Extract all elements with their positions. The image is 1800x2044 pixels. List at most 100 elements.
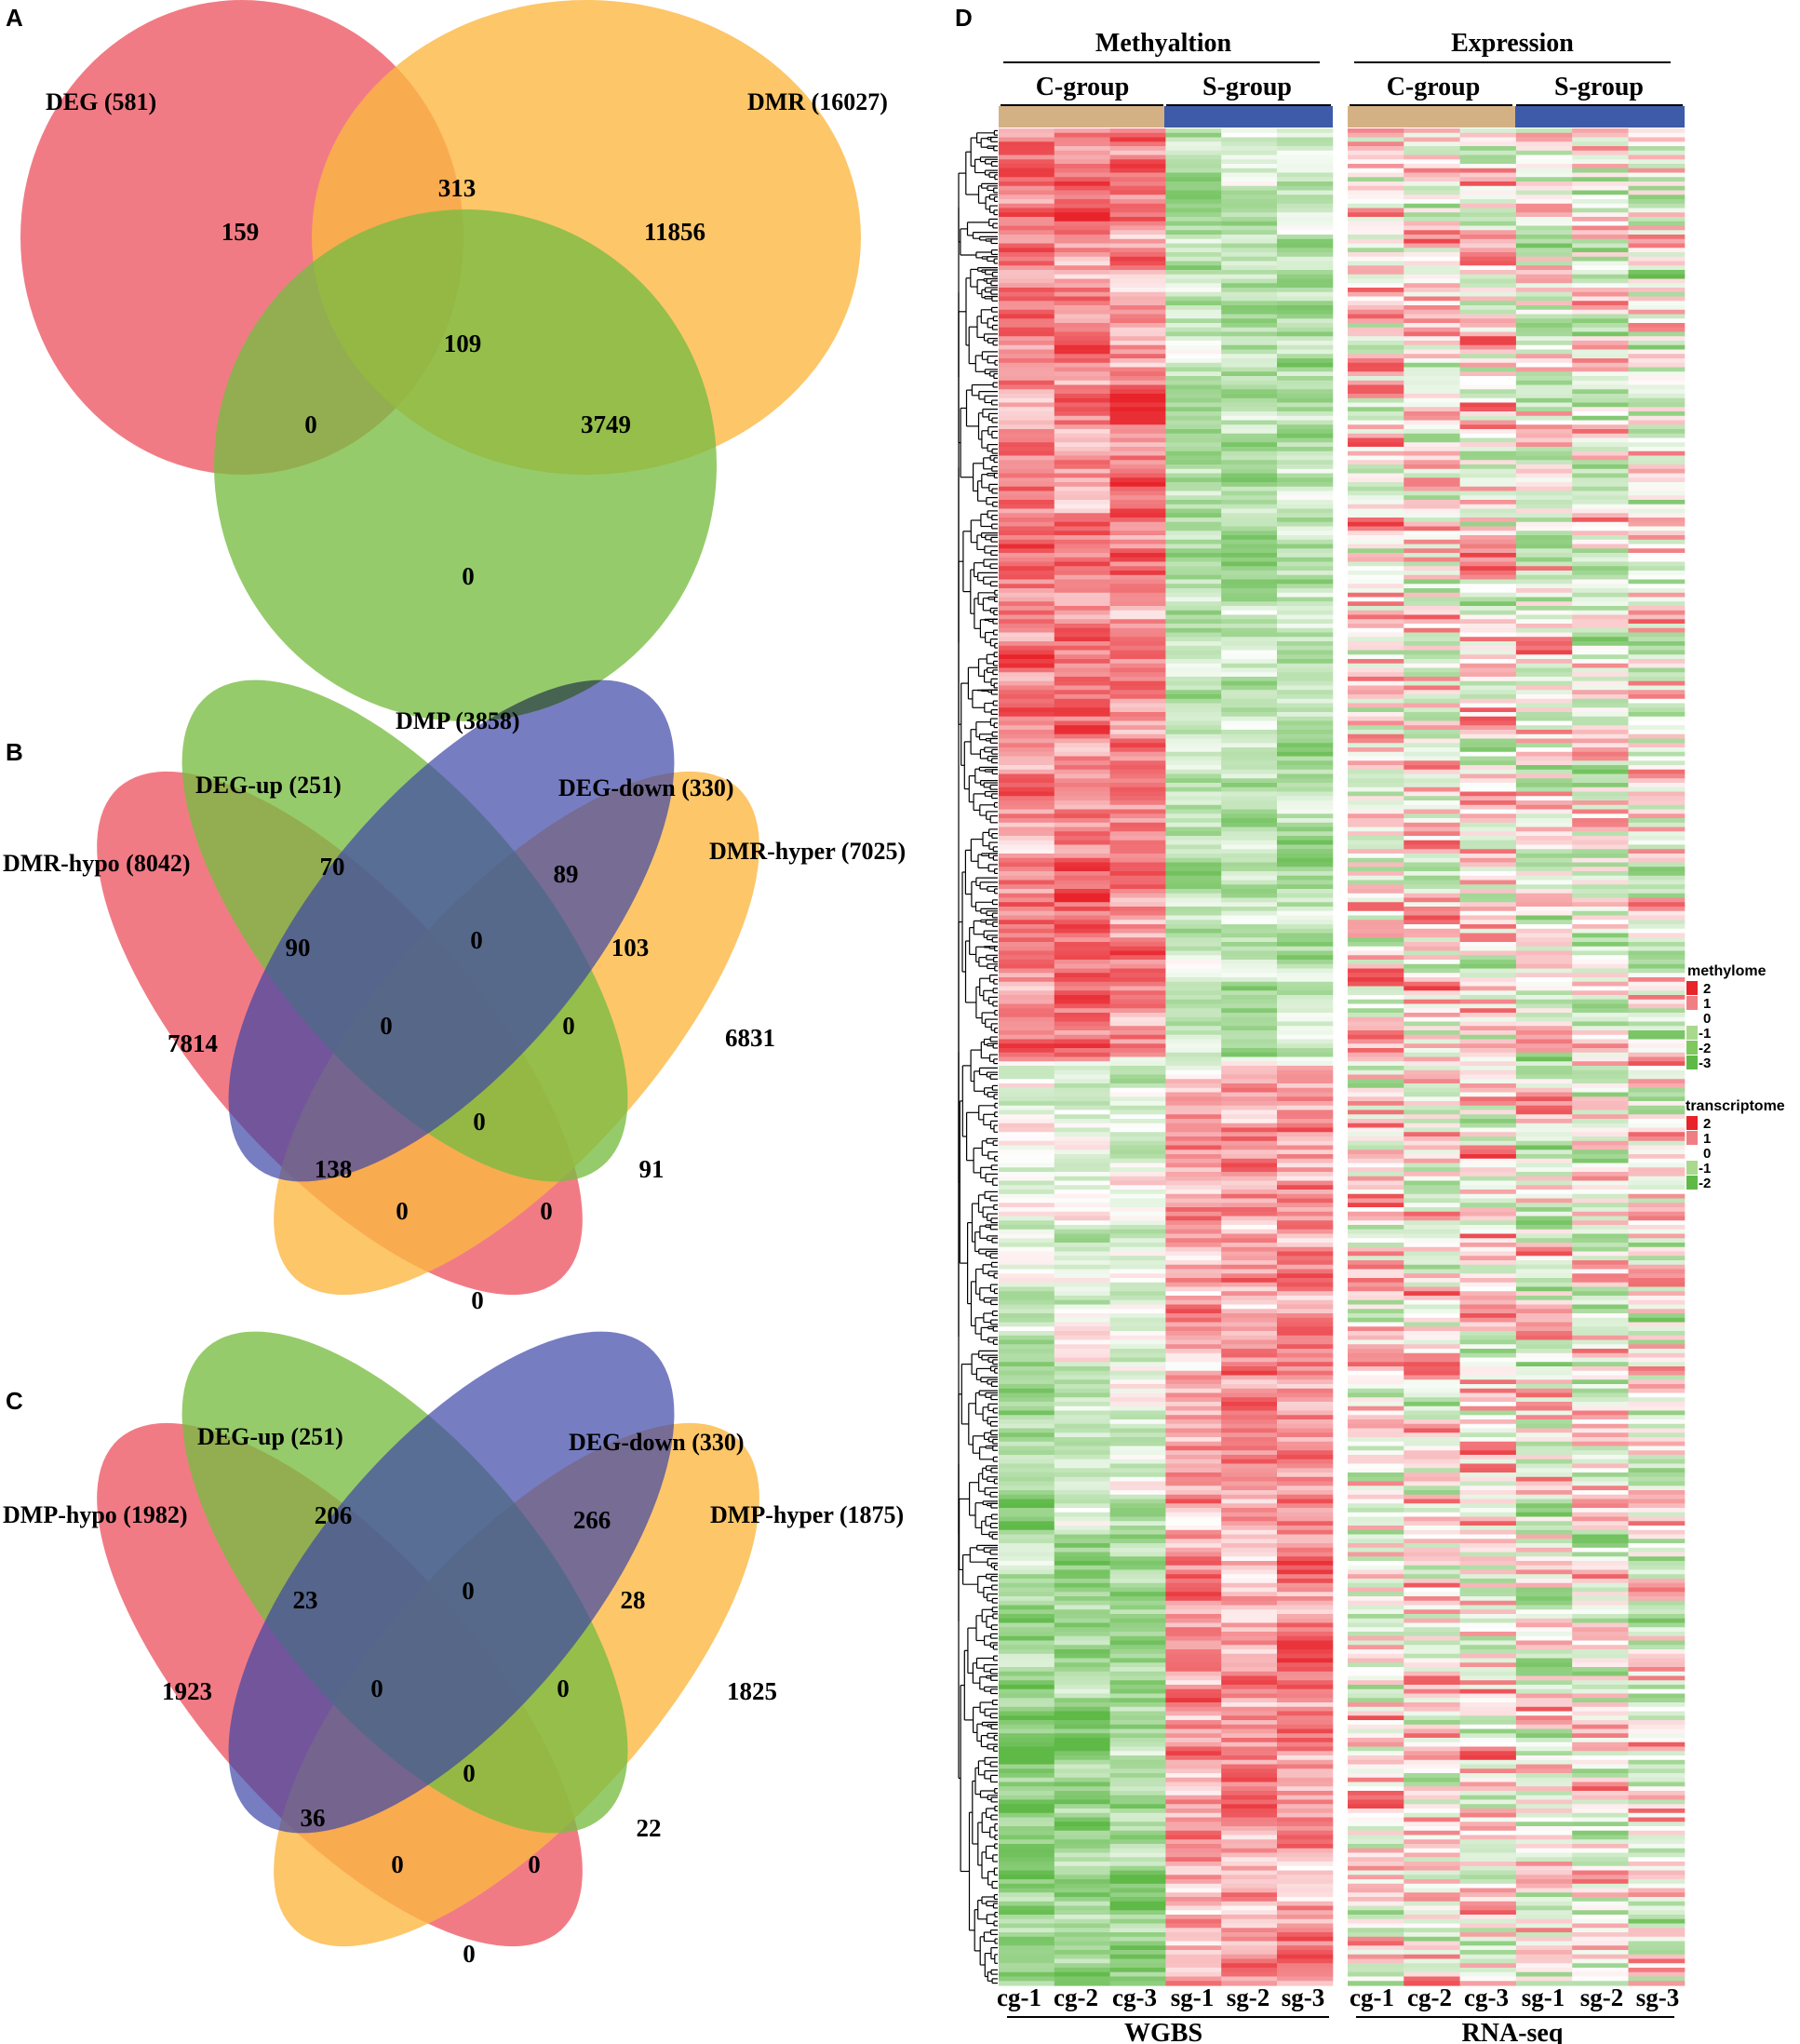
heatmap-cell bbox=[1459, 221, 1517, 227]
heatmap-cell bbox=[1221, 314, 1278, 319]
heatmap-cell bbox=[1348, 1892, 1404, 1898]
heatmap-cell bbox=[999, 1264, 1055, 1271]
heatmap-cell bbox=[1109, 889, 1166, 894]
heatmap-cell bbox=[1277, 1905, 1334, 1911]
heatmap-cell bbox=[1109, 933, 1166, 938]
heatmap-cell bbox=[1221, 477, 1278, 483]
heatmap-cell bbox=[1165, 1649, 1222, 1655]
heatmap-cell bbox=[1054, 146, 1111, 152]
heatmap-cell bbox=[1404, 561, 1461, 567]
heatmap-cell bbox=[1221, 1941, 1278, 1946]
heatmap-cell bbox=[999, 1543, 1055, 1549]
heatmap-cell bbox=[999, 376, 1055, 382]
heatmap-cell bbox=[1054, 1352, 1111, 1359]
heatmap-cell bbox=[1277, 588, 1334, 594]
heatmap-cell bbox=[1221, 1087, 1278, 1094]
heatmap-cell bbox=[1109, 1402, 1166, 1407]
heatmap-cell bbox=[1165, 288, 1222, 293]
heatmap-cell bbox=[1165, 1822, 1222, 1827]
heatmap-cell bbox=[999, 296, 1055, 302]
heatmap-cell bbox=[999, 1127, 1055, 1133]
heatmap-cell bbox=[1221, 1048, 1278, 1054]
heatmap-cell bbox=[1109, 1724, 1166, 1730]
heatmap-cell bbox=[1054, 1172, 1111, 1177]
heatmap-cell bbox=[1054, 1862, 1111, 1867]
heatmap-cell bbox=[1277, 513, 1334, 518]
heatmap-cell bbox=[1277, 252, 1334, 258]
heatmap-cell bbox=[1277, 230, 1334, 235]
heatmap-cell bbox=[999, 323, 1055, 329]
heatmap-cell bbox=[1277, 1384, 1334, 1390]
heatmap-cell bbox=[1277, 362, 1334, 369]
heatmap-cell bbox=[1459, 217, 1517, 222]
heatmap-cell bbox=[1348, 915, 1404, 921]
heatmap-cell bbox=[1221, 1185, 1278, 1190]
heatmap-cell bbox=[1109, 624, 1166, 629]
heatmap-cell bbox=[999, 654, 1055, 660]
heatmap-cell bbox=[1109, 677, 1166, 682]
heatmap-cell bbox=[1277, 1013, 1334, 1018]
heatmap-cell bbox=[1165, 1397, 1222, 1403]
heatmap-cell bbox=[1221, 539, 1278, 545]
heatmap-cell bbox=[1165, 836, 1222, 841]
heatmap-cell bbox=[999, 641, 1055, 647]
heatmap-cell bbox=[1054, 1738, 1111, 1743]
heatmap-cell bbox=[999, 341, 1055, 346]
heatmap-cell bbox=[1459, 473, 1517, 478]
heatmap-cell bbox=[1348, 1419, 1404, 1425]
heatmap-cell bbox=[1054, 698, 1111, 705]
heatmap-cell bbox=[999, 1915, 1055, 1920]
heatmap-cell bbox=[1404, 491, 1461, 496]
heatmap-cell bbox=[1348, 747, 1404, 753]
heatmap-cell bbox=[1348, 164, 1404, 169]
heatmap-cell bbox=[1404, 468, 1461, 475]
heatmap-cell bbox=[999, 150, 1055, 156]
group-label-c: C-group bbox=[1036, 73, 1130, 101]
heatmap-cell bbox=[1404, 597, 1461, 602]
heatmap-cell bbox=[1109, 450, 1166, 457]
heatmap-cell bbox=[1277, 889, 1334, 894]
heatmap-cell bbox=[1221, 526, 1278, 531]
heatmap-cell bbox=[1404, 1835, 1461, 1840]
heatmap-cell bbox=[1459, 733, 1517, 740]
heatmap-cell bbox=[1277, 137, 1334, 142]
heatmap-cell bbox=[1165, 1592, 1222, 1597]
heatmap-cell bbox=[1221, 645, 1278, 652]
group-label-s: S-group bbox=[1554, 73, 1644, 101]
heatmap-cell bbox=[1404, 296, 1461, 302]
heatmap-cell bbox=[1054, 1582, 1111, 1589]
heatmap-cell bbox=[1054, 256, 1111, 262]
heatmap-cell bbox=[999, 380, 1055, 386]
heatmap-cell bbox=[1459, 553, 1517, 558]
heatmap-cell bbox=[1221, 1715, 1278, 1721]
heatmap-cell bbox=[1054, 1809, 1111, 1814]
heatmap-cell bbox=[1165, 323, 1222, 329]
heatmap-cell bbox=[1348, 1163, 1404, 1168]
heatmap-cell bbox=[1054, 783, 1111, 788]
heatmap-cell bbox=[1109, 1777, 1166, 1783]
heatmap-cell bbox=[1348, 765, 1404, 771]
heatmap-cell bbox=[1404, 1883, 1461, 1889]
heatmap-cell bbox=[1054, 544, 1111, 549]
heatmap-cell bbox=[1277, 491, 1334, 496]
heatmap-cell bbox=[1277, 203, 1334, 209]
heatmap-cell bbox=[1404, 773, 1461, 779]
heatmap-cell bbox=[1109, 690, 1166, 695]
heatmap-cell bbox=[1221, 1163, 1278, 1168]
heatmap-cell bbox=[1348, 862, 1404, 867]
heatmap-cell bbox=[999, 1039, 1055, 1044]
heatmap-cell bbox=[1054, 1539, 1111, 1544]
heatmap-cell bbox=[1165, 504, 1222, 510]
heatmap-cell bbox=[999, 1649, 1055, 1655]
heatmap-cell bbox=[1277, 1609, 1334, 1615]
heatmap-cell bbox=[1348, 1243, 1404, 1248]
heatmap-cell bbox=[1459, 667, 1517, 673]
heatmap-cell bbox=[1277, 1326, 1334, 1332]
heatmap-cell bbox=[1348, 1822, 1404, 1827]
heatmap-cell bbox=[1165, 402, 1222, 408]
heatmap-cell bbox=[1277, 783, 1334, 788]
heatmap-cell bbox=[1221, 804, 1278, 811]
heatmap-cell bbox=[1165, 1569, 1222, 1575]
heatmap-cell bbox=[1277, 601, 1334, 607]
heatmap-cell bbox=[1054, 314, 1111, 319]
